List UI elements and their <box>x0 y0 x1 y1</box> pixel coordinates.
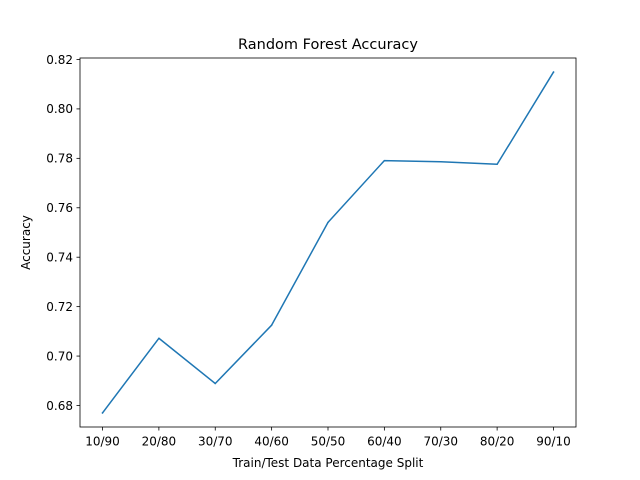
data-point <box>270 324 273 326</box>
x-tick-label: 60/40 <box>367 435 402 449</box>
x-tick-label: 90/10 <box>536 435 571 449</box>
chart-title: Random Forest Accuracy <box>238 37 418 53</box>
x-tick-label: 30/70 <box>198 435 233 449</box>
accuracy-series-line <box>101 71 555 414</box>
x-axis: 10/90 20/80 30/70 40/60 50/50 60/40 70/30 80/20… <box>85 427 571 449</box>
x-tick-label: 80/20 <box>480 435 515 449</box>
data-point <box>496 163 498 166</box>
x-tick-label: 50/50 <box>311 435 346 449</box>
data-point <box>101 412 104 414</box>
x-axis-title: Train/Test Data Percentage Split <box>232 456 424 470</box>
data-point <box>327 221 329 224</box>
y-axis-title: Accuracy <box>19 215 33 270</box>
y-tick-label: 0.74 <box>46 251 73 265</box>
data-points <box>101 71 555 414</box>
data-point <box>552 71 555 73</box>
data-point <box>440 161 442 163</box>
data-point <box>158 337 160 340</box>
y-tick-label: 0.82 <box>46 53 73 67</box>
y-tick-label: 0.70 <box>46 349 73 363</box>
x-tick-label: 20/80 <box>142 435 177 449</box>
y-tick-label: 0.80 <box>46 102 73 116</box>
data-point <box>214 382 216 385</box>
x-tick-label: 70/30 <box>423 435 458 449</box>
y-tick-label: 0.76 <box>46 201 73 215</box>
y-tick-label: 0.72 <box>46 300 73 314</box>
plot-area <box>101 71 555 414</box>
y-tick-label: 0.68 <box>46 399 73 413</box>
y-tick-label: 0.78 <box>46 152 73 166</box>
x-tick-label: 40/60 <box>254 435 289 449</box>
data-point <box>383 159 386 162</box>
plot-frame <box>79 57 577 428</box>
y-axis: 0.68 0.70 0.72 0.74 0.76 0.78 0.80 0.82 <box>46 53 80 413</box>
x-tick-label: 10/90 <box>85 435 120 449</box>
